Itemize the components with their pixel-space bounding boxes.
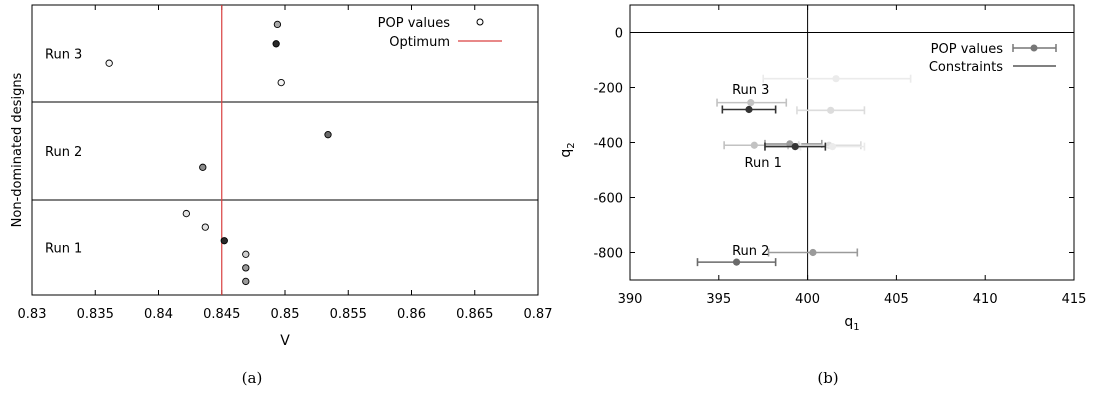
plot-frame-b — [629, 4, 1075, 281]
pop-point-b — [809, 248, 817, 257]
legend-constraints-label: Constraints — [929, 60, 1003, 75]
run-label-a: Run 2 — [45, 145, 82, 160]
x-tick-label-b: 400 — [795, 292, 820, 307]
pop-point-b — [832, 75, 840, 83]
legend-b: POP values Constraints — [929, 42, 1057, 75]
legend-pop-marker — [476, 18, 484, 26]
x-tick-label-b: 390 — [618, 292, 643, 307]
points-a — [105, 20, 332, 286]
x-axis-label-b: q1 — [844, 314, 859, 333]
pop-point-b — [745, 105, 753, 114]
legend-pop-label: POP values — [378, 16, 451, 31]
x-axis-label-b-q: q — [844, 314, 853, 330]
legend-optimum-label: Optimum — [389, 35, 450, 50]
run-labels-a: Run 3 Run 2 Run 1 — [45, 48, 82, 257]
y-tick-label-b: -400 — [593, 137, 623, 152]
pop-point-b — [791, 143, 799, 151]
legend-a: POP values Optimum — [378, 16, 502, 50]
y-axis-label-b-subscript: 2 — [566, 142, 577, 148]
pop-point-a — [242, 277, 250, 286]
x-tick-label-a: 0.835 — [77, 307, 114, 322]
pop-point-a — [242, 264, 250, 272]
panel-label-a: (a) — [242, 369, 263, 387]
x-tick-label-a: 0.87 — [524, 307, 553, 322]
x-tick-label-a: 0.865 — [456, 307, 493, 322]
pop-point-b — [827, 106, 835, 114]
x-axis-label-a: V — [280, 333, 290, 349]
x-tick-label-a: 0.855 — [330, 307, 367, 322]
pop-point-a — [277, 78, 285, 87]
pop-point-a — [272, 40, 280, 48]
plot-frame-a — [31, 4, 539, 296]
pop-point-a — [220, 237, 228, 245]
constraint-lines — [630, 5, 1074, 280]
pop-point-a — [182, 209, 190, 218]
x-tick-label-b: 405 — [884, 292, 909, 307]
legend-pop-marker — [1030, 44, 1038, 52]
points-b — [696, 74, 912, 267]
run-label-b: Run 1 — [745, 156, 782, 171]
run-label-b: Run 3 — [732, 83, 769, 98]
panel-label-b: (b) — [817, 369, 838, 387]
pop-point-a — [199, 163, 207, 171]
y-axis-label-a: Non-dominated designs — [10, 72, 25, 227]
x-tick-label-a: 0.845 — [203, 307, 240, 322]
panel-b: 390 395 400 405 410 415 0 -200 -400 -600 -800 Run … — [558, 4, 1086, 387]
pop-point-a — [242, 250, 250, 258]
pop-point-a — [273, 20, 282, 29]
x-tick-label-b: 415 — [1062, 292, 1087, 307]
x-axis-label-b-subscript: 1 — [853, 322, 859, 333]
pop-point-b — [786, 140, 794, 148]
y-axis-label-b-q: q — [558, 149, 574, 158]
x-tick-label-b: 410 — [973, 292, 998, 307]
x-tick-label-b: 395 — [706, 292, 731, 307]
x-tick-label-a: 0.85 — [271, 307, 300, 322]
pop-point-b — [732, 258, 741, 266]
axis-ticks-b: 390 395 400 405 410 415 0 -200 -400 -600 -800 — [593, 5, 1086, 307]
pop-point-a — [324, 131, 332, 139]
y-tick-label-b: -800 — [593, 247, 623, 262]
pop-point-b — [747, 99, 755, 107]
pop-point-a — [201, 223, 209, 231]
y-tick-label-b: 0 — [615, 27, 623, 42]
run-label-b: Run 2 — [732, 244, 769, 259]
x-ticks-a: 0.83 0.835 0.84 0.845 0.85 0.855 0.86 0.865 0.87 — [18, 5, 553, 322]
pop-point-b — [828, 143, 837, 151]
pop-point-b — [750, 141, 758, 149]
legend-pop-label: POP values — [931, 42, 1004, 57]
run-labels-b: Run 3 Run 1 Run 2 — [732, 83, 782, 259]
run-label-a: Run 1 — [45, 242, 82, 257]
x-tick-label-a: 0.84 — [144, 307, 173, 322]
y-tick-label-b: -200 — [593, 82, 623, 97]
run-label-a: Run 3 — [45, 48, 82, 63]
panel-a: 0.83 0.835 0.84 0.845 0.85 0.855 0.86 0.865 0.87… — [10, 4, 553, 387]
x-tick-label-a: 0.83 — [18, 307, 47, 322]
y-tick-label-b: -600 — [593, 192, 623, 207]
x-tick-label-a: 0.86 — [397, 307, 426, 322]
y-axis-label-b: q2 — [558, 142, 577, 157]
pop-point-a — [105, 59, 113, 67]
